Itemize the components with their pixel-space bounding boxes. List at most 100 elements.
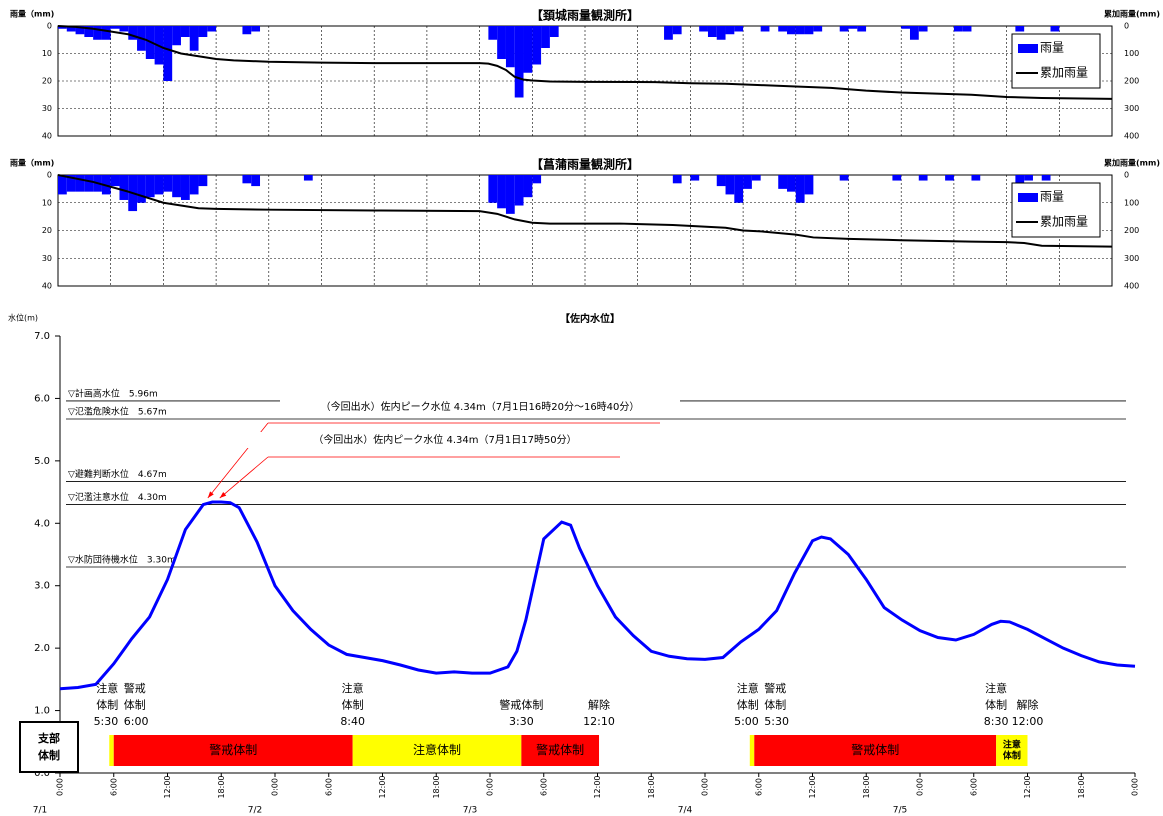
regime-event: 体制: [96, 698, 118, 712]
x-tick-label: 6:00: [969, 778, 978, 796]
rain-bar: [707, 26, 717, 37]
rain-bar: [488, 175, 498, 203]
rain-bar: [514, 175, 524, 206]
y-tick-label: 40: [42, 132, 52, 141]
regime-event: 注意: [96, 681, 118, 695]
regime-event: 体制: [342, 698, 364, 712]
x-date-label: 7/5: [893, 806, 907, 816]
rain-bar: [918, 26, 928, 32]
rain-bar: [787, 175, 796, 192]
water-level-line: [59, 500, 1136, 691]
regime-event: 体制: [764, 698, 786, 712]
regime-event: 5:00: [734, 715, 759, 728]
reference-label: ▽氾濫注意水位 4.30m: [68, 491, 167, 503]
rain-bar: [971, 175, 981, 181]
legend-swatch: [1018, 193, 1038, 202]
y2-tick-label: 0: [1124, 22, 1129, 31]
rain-bar: [154, 175, 164, 195]
y-tick-label: 0: [47, 22, 52, 31]
rain-bar: [839, 26, 849, 32]
x-tick-label: 0:00: [271, 778, 280, 796]
y-axis-label: 雨量（mm): [10, 9, 54, 19]
rain-bar: [180, 175, 190, 200]
regime-event: 体制: [737, 698, 759, 712]
rain-bar: [734, 175, 744, 203]
reference-label: ▽水防団待機水位 3.30m: [68, 553, 176, 565]
y-tick-label: 5.0: [34, 456, 50, 467]
x-date-label: 7/1: [33, 806, 47, 816]
regime-event: 注意: [985, 681, 1007, 695]
x-tick-label: 6:00: [109, 778, 118, 796]
reference-label: ▽避難判断水位 4.67m: [68, 468, 167, 480]
annotation: （今回出水）佐内ピーク水位 4.34m（7月1日17時50分）: [313, 433, 576, 446]
y2-axis-label: 累加雨量(mm): [1104, 158, 1160, 168]
regime-segment: [996, 735, 1028, 766]
rain-bar: [137, 175, 146, 203]
y2-tick-label: 400: [1124, 132, 1139, 141]
rain-bar: [716, 26, 726, 40]
rain-bar: [75, 26, 85, 35]
x-tick-label: 0:00: [56, 778, 65, 796]
rain-bar: [514, 26, 524, 98]
x-tick-label: 0:00: [486, 778, 495, 796]
regime-event: 5:30: [94, 715, 119, 728]
legend-label: 雨量: [1040, 190, 1064, 204]
regime-event: 警戒体制: [499, 698, 543, 712]
rain-bar: [804, 175, 814, 195]
rain-bar: [207, 26, 217, 32]
rain-bar: [198, 26, 208, 37]
regime-event: 解除: [588, 698, 610, 712]
rain-bar: [787, 26, 796, 35]
rain-bar: [93, 26, 102, 40]
regime-label: 警戒体制: [209, 742, 257, 757]
y-tick-label: 4.0: [34, 518, 50, 529]
rain-bar: [839, 175, 849, 181]
regime-event: 警戒: [764, 681, 786, 695]
y2-tick-label: 100: [1124, 49, 1139, 58]
y-tick-label: 10: [42, 49, 52, 58]
rain-bar: [672, 26, 682, 35]
cumulative-line: [57, 25, 1113, 100]
reference-label: ▽氾濫危険水位 5.67m: [68, 406, 167, 418]
rain-bar: [549, 26, 559, 37]
rain-bar: [505, 175, 515, 214]
x-tick-label: 18:00: [217, 775, 226, 798]
x-tick-label: 18:00: [862, 775, 871, 798]
rain-bar: [1024, 175, 1033, 181]
rain-bar: [497, 26, 506, 59]
rain-bar: [1041, 175, 1051, 181]
rain-bar: [778, 175, 788, 189]
x-tick-label: 12:00: [378, 775, 387, 798]
regime-title: 体制: [38, 748, 60, 762]
rain-bar: [760, 26, 770, 32]
regime-segment: [113, 735, 353, 766]
rain-bar: [58, 26, 67, 29]
rain-bar: [172, 175, 181, 198]
regime-segment: [109, 735, 114, 766]
rain-bar: [725, 175, 735, 195]
cumulative-line: [57, 174, 1113, 248]
rain-bar: [690, 175, 700, 181]
regime-label: 注意体制: [413, 742, 461, 757]
reference-label: ▽計画高水位 5.96m: [68, 387, 158, 399]
legend-swatch: [1018, 44, 1038, 53]
rain-bar: [664, 26, 673, 40]
regime-event: 体制: [124, 698, 146, 712]
rain-bar: [75, 175, 85, 192]
y-tick-label: 3.0: [34, 581, 50, 592]
rain-bar: [892, 175, 902, 181]
rain-bar: [672, 175, 682, 184]
rain-bar: [532, 175, 542, 184]
rain-bar: [848, 26, 858, 29]
rain-bar: [101, 26, 111, 40]
x-tick-label: 12:00: [163, 775, 172, 798]
rain-bar: [251, 26, 261, 32]
rain-bar: [242, 175, 252, 184]
x-date-label: 7/3: [463, 806, 477, 816]
rain-bar: [857, 26, 867, 32]
rain-bar: [1050, 26, 1060, 32]
regime-event: 5:30: [764, 715, 789, 728]
rain-bar: [189, 175, 199, 195]
rain-bar: [251, 175, 261, 187]
rain-bar: [795, 175, 805, 203]
